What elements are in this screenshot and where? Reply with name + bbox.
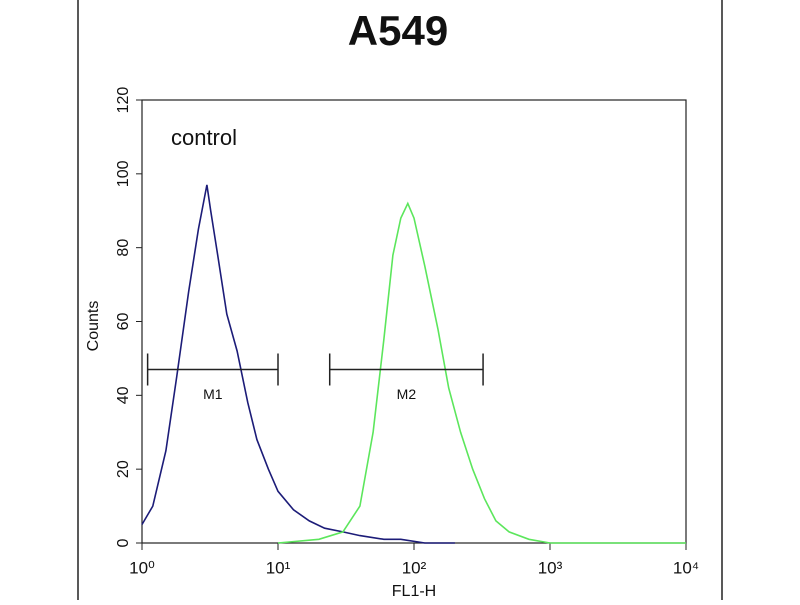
y-tick-label: 60	[115, 313, 132, 331]
y-tick-label: 80	[115, 239, 132, 257]
y-tick-label: 20	[115, 460, 132, 478]
x-tick-label: 10³	[538, 558, 563, 577]
y-tick-label: 100	[115, 160, 132, 187]
x-tick-label: 10²	[402, 558, 427, 577]
y-axis-label: Counts	[85, 301, 102, 352]
chart-title: A549	[348, 7, 448, 54]
marker-label: M2	[397, 386, 417, 402]
y-tick-label: 0	[115, 538, 132, 547]
x-tick-label: 10⁰	[129, 558, 155, 577]
annotation: control	[171, 125, 237, 150]
histogram-line	[277, 201, 686, 544]
x-axis-label: FL1-H	[392, 583, 436, 600]
x-tick-label: 10¹	[266, 558, 291, 577]
plot-frame	[141, 99, 687, 544]
marker-label: M1	[203, 386, 223, 402]
histogram-line	[141, 184, 455, 544]
y-tick-label: 120	[115, 87, 132, 114]
x-tick-label: 10⁴	[673, 558, 699, 577]
y-tick-label: 40	[115, 386, 132, 404]
